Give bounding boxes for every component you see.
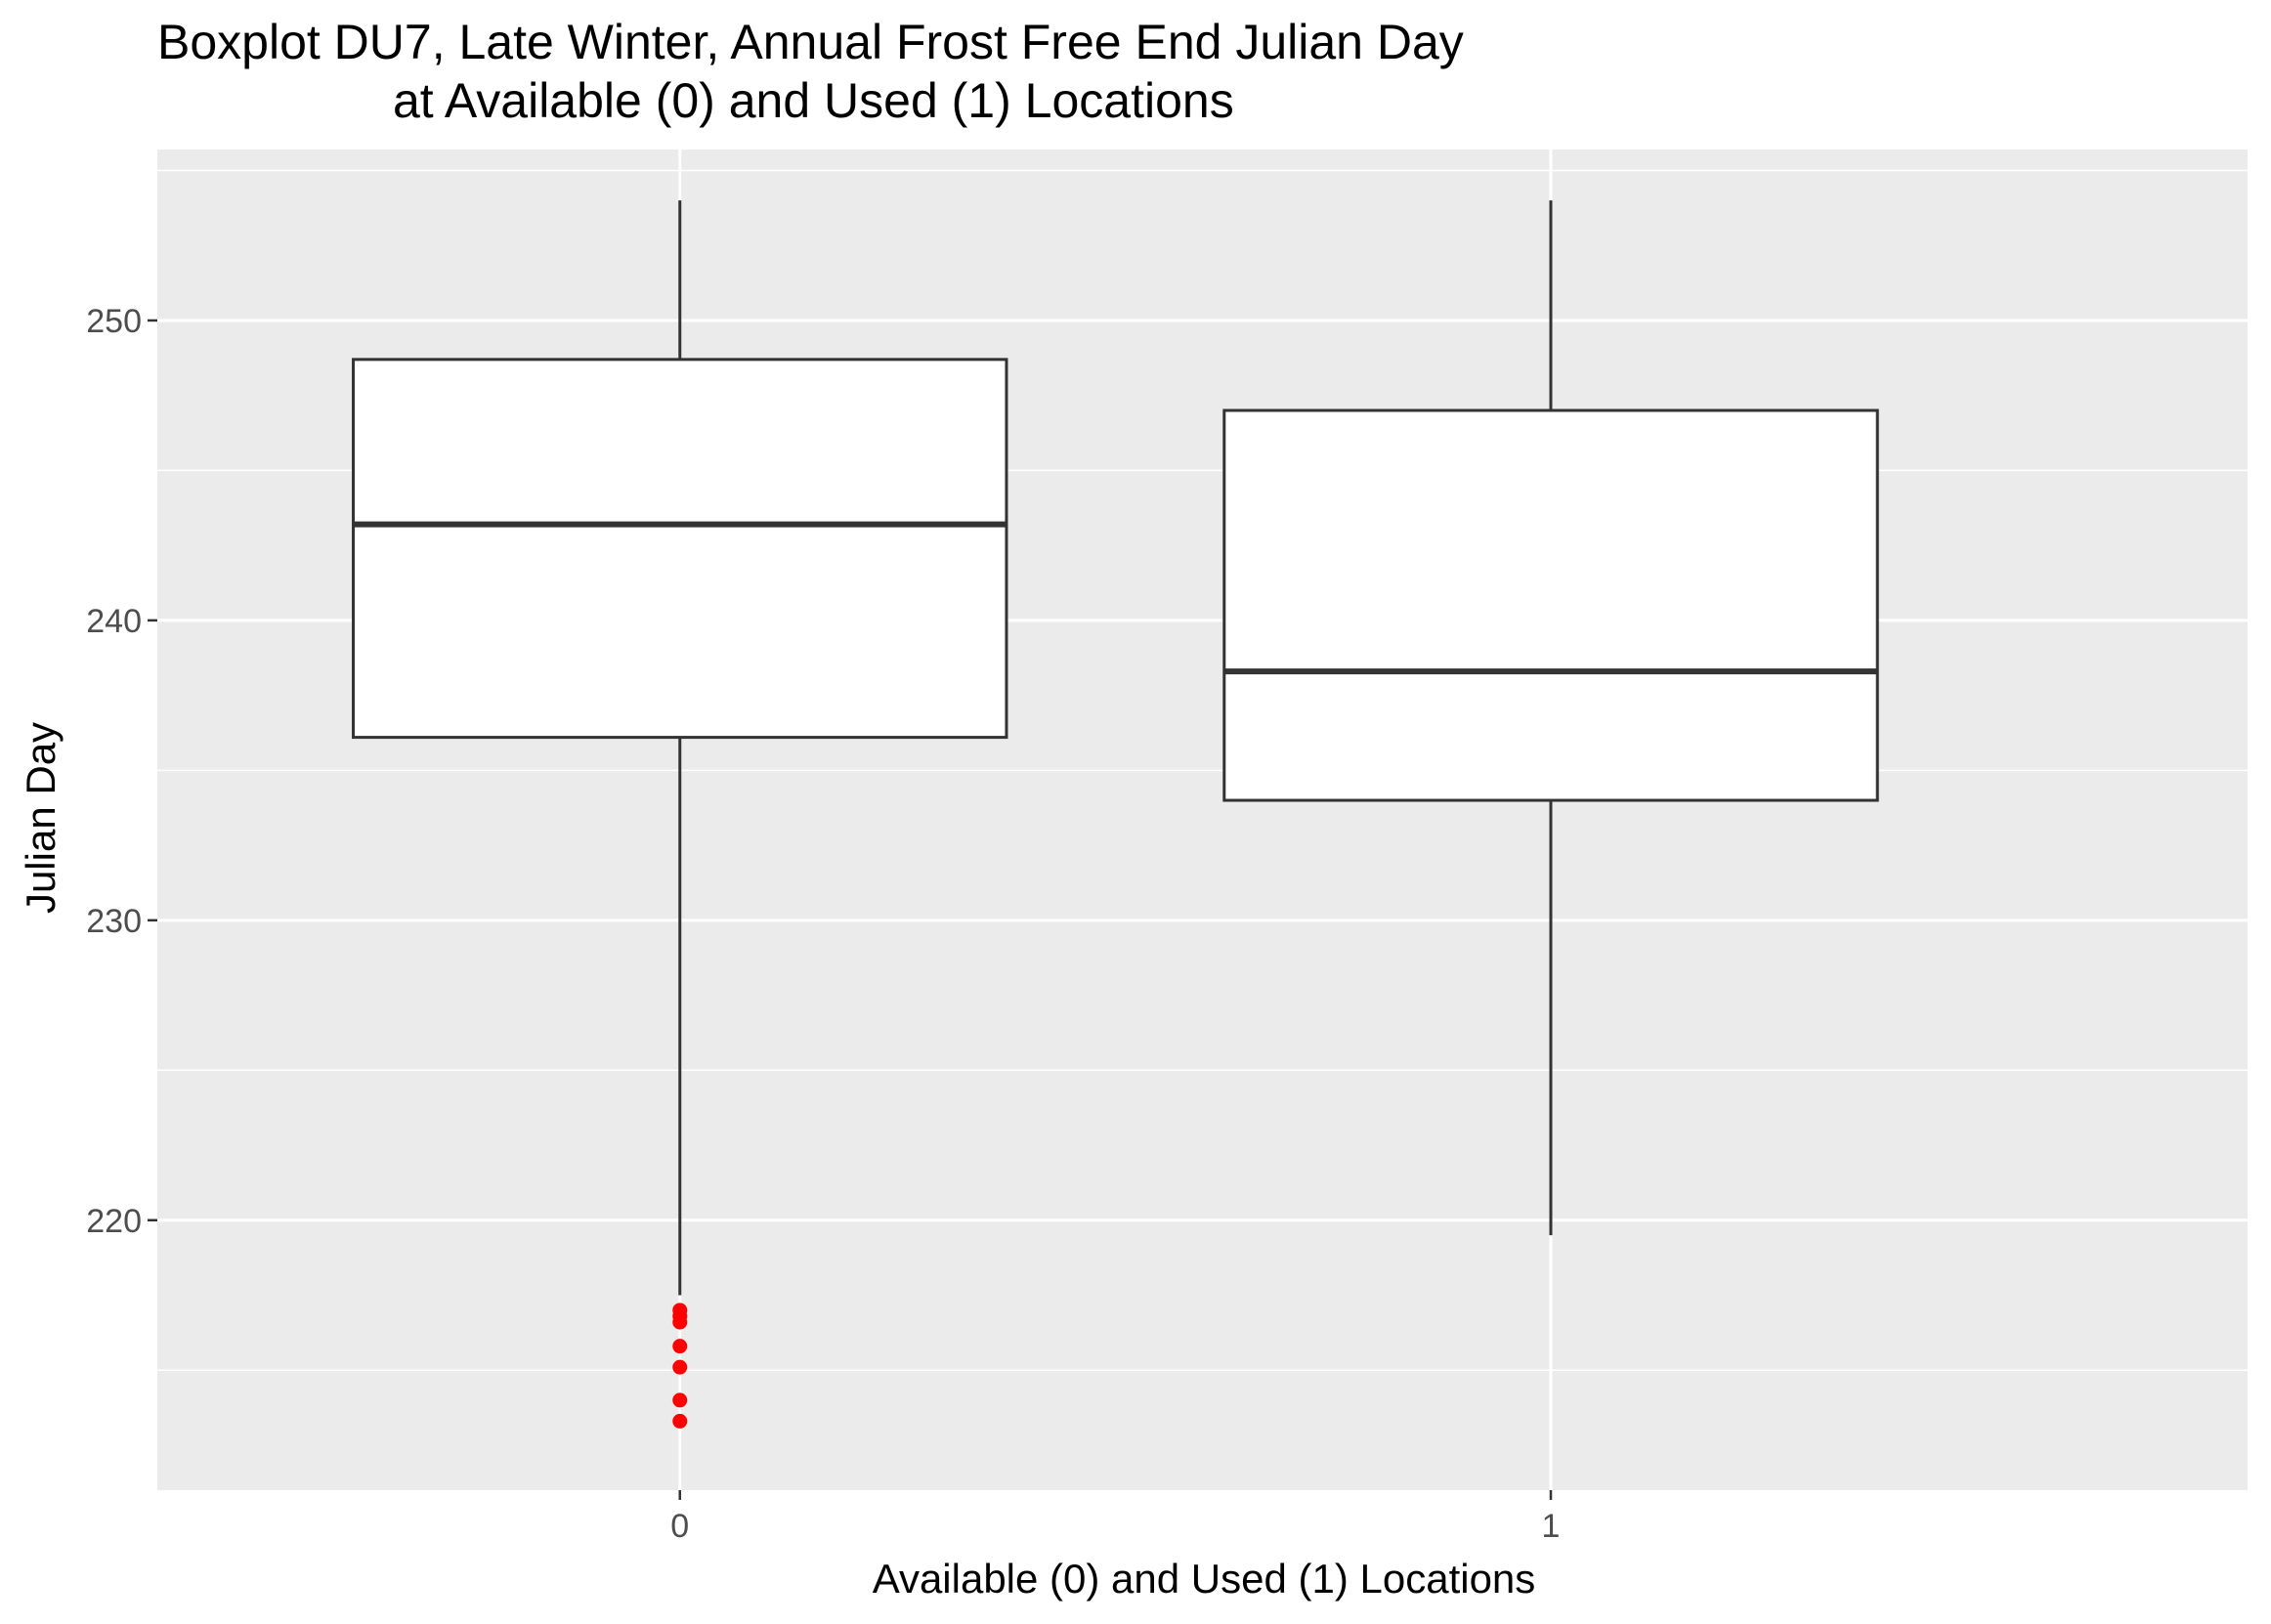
x-axis-title: Available (0) and Used (1) Locations — [873, 1556, 1536, 1602]
y-tick-label: 250 — [86, 303, 142, 340]
boxes — [352, 200, 1879, 1296]
plot-panel — [157, 150, 2248, 1490]
y-tick-label: 240 — [86, 603, 142, 640]
box-iqr — [352, 358, 1008, 740]
y-axis: 220 230 240 250 — [86, 303, 157, 1240]
y-tick-label: 220 — [86, 1203, 142, 1240]
x-tick-label: 1 — [1542, 1508, 1561, 1545]
outlier-point — [672, 1413, 688, 1429]
x-tick-label: 0 — [670, 1508, 689, 1545]
box-group — [1222, 200, 1879, 1236]
outlier-point — [672, 1392, 688, 1408]
outlier-point — [672, 1314, 688, 1330]
y-axis-title: Julian Day — [18, 722, 64, 914]
outlier-point — [672, 1359, 688, 1375]
chart-subtitle: at Available (0) and Used (1) Locations — [393, 73, 1234, 128]
outlier-point — [672, 1339, 688, 1354]
box-group — [352, 200, 1008, 1296]
chart-title: Boxplot DU7, Late Winter, Annual Frost F… — [157, 15, 1464, 69]
y-tick-label: 230 — [86, 903, 142, 940]
box-iqr — [1222, 408, 1879, 802]
outliers — [672, 1303, 688, 1429]
